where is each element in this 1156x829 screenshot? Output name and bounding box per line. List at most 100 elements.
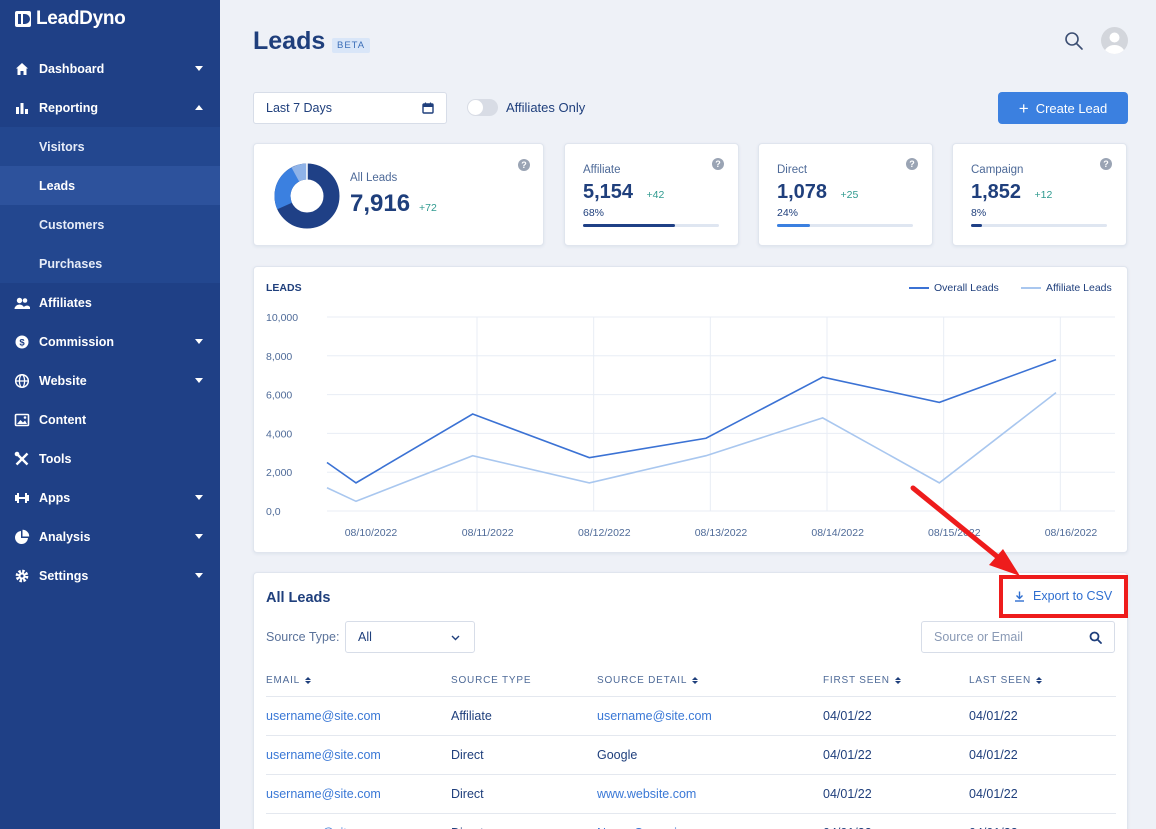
date-range-select[interactable]: Last 7 Days [253,92,447,124]
sidebar-nav: Dashboard Reporting Visitors Leads Customers… [0,49,220,595]
table-cell: 04/01/22 [823,826,872,829]
search-icon [1089,631,1102,644]
plus-icon: + [1018,98,1029,118]
image-icon [14,413,30,426]
chevron-down-icon [451,635,460,641]
calendar-icon [422,102,434,114]
caret-down-icon[interactable] [195,378,203,383]
table-cell[interactable]: username@site.com [266,787,381,801]
legend-overall: Overall Leads [909,282,999,294]
chart-title: LEADS [266,282,302,294]
brand-logo[interactable]: LeadDyno [14,8,126,30]
source-type-label: Source Type: [266,630,340,644]
table-cell[interactable]: username@site.com [266,826,381,829]
table-row-divider [266,735,1116,736]
sidebar-item-reporting[interactable]: Reporting [0,88,220,127]
table-cell[interactable]: www.website.com [597,787,697,801]
y-tick-label: 4,000 [266,428,292,440]
y-tick-label: 8,000 [266,351,292,363]
user-avatar[interactable] [1101,27,1128,54]
reporting-submenu: Visitors Leads Customers Purchases [0,127,220,283]
help-icon[interactable]: ? [518,159,530,171]
column-header-first-seen[interactable]: FIRST SEEN [823,675,901,686]
sidebar-item-website[interactable]: Website [0,361,220,400]
user-avatar-icon [1104,32,1125,54]
stat-card-campaign: Campaign 1,852 +12 8%? [952,143,1127,246]
users-icon [14,297,30,309]
create-lead-button[interactable]: + Create Lead [998,92,1128,124]
column-header-source-detail[interactable]: SOURCE DETAIL [597,675,699,686]
sort-icon[interactable] [894,677,901,684]
sidebar-item-label: Reporting [39,100,99,115]
y-tick-label: 0,0 [266,506,281,518]
table-cell[interactable]: username@site.com [266,748,381,762]
stat-label: Direct [777,164,808,176]
all-leads-delta: +72 [419,202,437,214]
sidebar-item-commission[interactable]: $ Commission [0,322,220,361]
sidebar-item-affiliates[interactable]: Affiliates [0,283,220,322]
help-icon[interactable]: ? [1100,158,1112,170]
date-range-value: Last 7 Days [266,101,333,115]
y-tick-label: 10,000 [266,312,298,324]
sidebar-item-dashboard[interactable]: Dashboard [0,49,220,88]
sidebar-item-settings[interactable]: Settings [0,556,220,595]
table-cell[interactable]: Name Campaign [597,826,691,829]
column-header-label: FIRST SEEN [823,675,890,686]
table-row-divider [266,813,1116,814]
sort-icon[interactable] [1036,677,1043,684]
table-title: All Leads [266,590,331,606]
column-header-label: EMAIL [266,675,301,686]
sort-icon[interactable] [692,677,699,684]
sidebar-item-label: Content [39,412,87,427]
all-leads-value: 7,916 [350,190,411,217]
sidebar-item-tools[interactable]: Tools [0,439,220,478]
all-leads-stat-card: All Leads 7,916 +72 ? [253,143,544,246]
stat-label: Campaign [971,164,1024,176]
caret-down-icon[interactable] [195,495,203,500]
sidebar-item-label: Apps [39,490,71,505]
all-leads-label: All Leads [350,172,398,184]
affiliates-only-toggle[interactable] [467,99,498,116]
table-cell[interactable]: username@site.com [266,709,381,723]
stat-progress-fill [583,224,675,227]
column-header-last-seen[interactable]: LAST SEEN [969,675,1043,686]
column-header-source-type: SOURCE TYPE [451,675,531,686]
sidebar-item-label: Tools [39,451,72,466]
stat-value: 1,078 [777,181,828,203]
sidebar-subitem-customers[interactable]: Customers [39,217,105,232]
sort-icon[interactable] [305,677,312,684]
column-header-label: SOURCE TYPE [451,675,532,686]
sidebar-subitem-visitors[interactable]: Visitors [39,139,85,154]
y-tick-label: 6,000 [266,390,292,402]
search-placeholder: Source or Email [934,630,1023,644]
x-tick-label: 08/14/2022 [811,527,864,539]
sidebar-item-analysis[interactable]: Analysis [0,517,220,556]
search-icon[interactable] [1064,31,1084,51]
sidebar-item-content[interactable]: Content [0,400,220,439]
caret-down-icon[interactable] [195,339,203,344]
stat-progress-fill [777,224,810,227]
table-cell[interactable]: username@site.com [597,709,712,723]
caret-down-icon[interactable] [195,534,203,539]
x-tick-label: 08/16/2022 [1045,527,1098,539]
column-header-email[interactable]: EMAIL [266,675,312,686]
help-icon[interactable]: ? [712,158,724,170]
export-to-csv-label: Export to CSV [1033,589,1113,603]
sidebar-item-label: Commission [39,334,115,349]
brand-name: LeadDyno [36,8,126,29]
sidebar-subitem-purchases[interactable]: Purchases [39,256,103,271]
leaddyno-logo-icon [15,11,31,27]
sidebar-item-apps[interactable]: Apps [0,478,220,517]
source-type-value: All [358,630,372,644]
source-type-select[interactable]: All [345,621,475,653]
table-cell: 04/01/22 [969,787,1018,801]
caret-up-icon[interactable] [195,105,203,110]
sidebar-subitem-leads[interactable]: Leads [0,166,220,205]
caret-down-icon[interactable] [195,573,203,578]
caret-down-icon[interactable] [195,66,203,71]
help-icon[interactable]: ? [906,158,918,170]
table-cell: Direct [451,748,484,762]
svg-text:$: $ [19,337,25,348]
export-to-csv-button[interactable]: Export to CSV [1014,589,1112,603]
source-or-email-search[interactable]: Source or Email [921,621,1115,653]
